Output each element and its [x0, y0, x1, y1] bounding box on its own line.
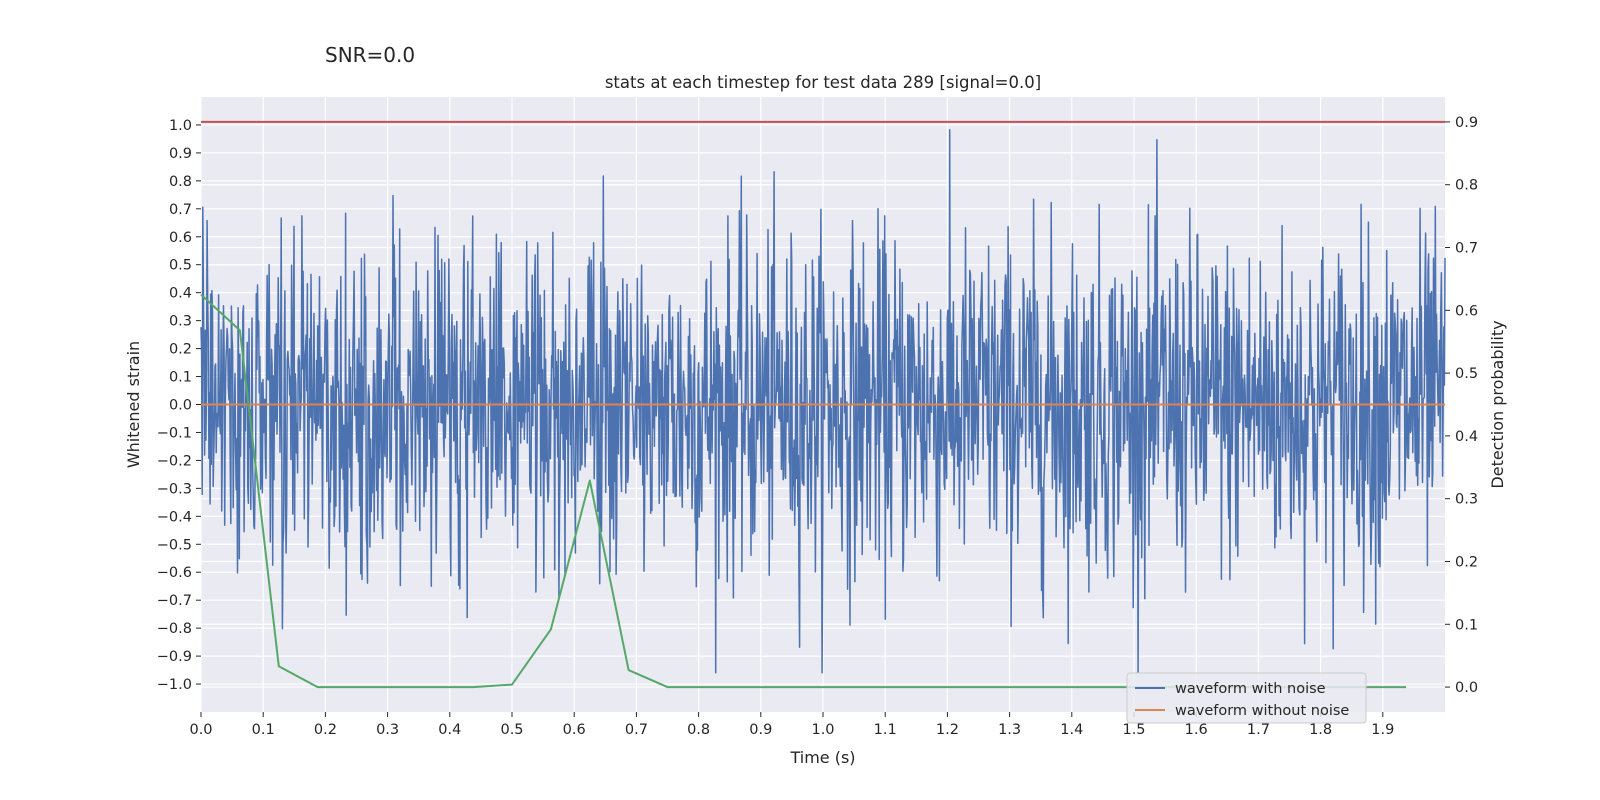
y-tick-label: −0.8 — [157, 621, 192, 637]
legend-label: waveform without noise — [1175, 703, 1349, 719]
y2-tick-label: 0.3 — [1455, 492, 1478, 508]
y2-tick-label: 0.4 — [1455, 429, 1478, 445]
x-tick-label: 1.0 — [811, 722, 834, 738]
x-tick-label: 0.7 — [625, 722, 648, 738]
x-tick-label: 0.9 — [749, 722, 772, 738]
y-tick-label: 0.4 — [169, 286, 192, 302]
x-tick-label: 0.2 — [314, 722, 337, 738]
y-tick-label: 1.0 — [169, 118, 192, 134]
y2-tick-label: 0.7 — [1455, 241, 1478, 257]
y2-tick-label: 0.9 — [1455, 115, 1478, 131]
y-tick-label: −0.5 — [157, 537, 192, 553]
y-tick-label: 0.1 — [169, 370, 192, 386]
y-tick-label: −1.0 — [157, 677, 192, 693]
y-tick-label: −0.6 — [157, 565, 192, 581]
y-tick-label: −0.3 — [157, 481, 192, 497]
y-tick-label: 0.9 — [169, 146, 192, 162]
y2-tick-label: 0.6 — [1455, 303, 1478, 319]
x-tick-label: 1.8 — [1309, 722, 1332, 738]
x-tick-label: 0.4 — [438, 722, 461, 738]
x-tick-label: 1.2 — [936, 722, 959, 738]
x-axis-label: Time (s) — [789, 748, 855, 767]
series-waveform-with-noise — [200, 129, 1446, 674]
y2-tick-label: 0.0 — [1455, 680, 1478, 696]
y-tick-label: −0.7 — [157, 593, 192, 609]
y-tick-label: −0.4 — [157, 509, 192, 525]
y2-tick-label: 0.2 — [1455, 554, 1478, 570]
y-axis-label: Whitened strain — [124, 341, 143, 468]
y2-tick-label: 0.8 — [1455, 178, 1478, 194]
y2-tick-label: 0.1 — [1455, 617, 1478, 633]
y2-tick-label: 0.5 — [1455, 366, 1478, 382]
x-tick-label: 1.9 — [1371, 722, 1394, 738]
x-tick-label: 1.4 — [1060, 722, 1083, 738]
y-tick-label: −0.9 — [157, 649, 192, 665]
x-tick-label: 0.1 — [252, 722, 275, 738]
x-tick-label: 0.3 — [376, 722, 399, 738]
x-tick-label: 0.6 — [563, 722, 586, 738]
y-tick-label: −0.2 — [157, 453, 192, 469]
legend-label: waveform with noise — [1175, 681, 1326, 697]
y-tick-label: 0.5 — [169, 258, 192, 274]
y2-axis-label: Detection probability — [1488, 320, 1507, 488]
y-tick-label: 0.2 — [169, 342, 192, 358]
x-tick-label: 0.5 — [500, 722, 523, 738]
chart-title: stats at each timestep for test data 289… — [605, 73, 1041, 92]
x-tick-label: 1.6 — [1185, 722, 1208, 738]
x-tick-label: 1.3 — [998, 722, 1021, 738]
y-tick-label: 0.7 — [169, 202, 192, 218]
y-tick-label: 0.3 — [169, 314, 192, 330]
x-tick-label: 0.0 — [189, 722, 212, 738]
y-tick-label: −0.1 — [157, 425, 192, 441]
x-tick-label: 1.5 — [1122, 722, 1145, 738]
y-tick-label: 0.0 — [169, 398, 192, 414]
x-tick-label: 0.8 — [687, 722, 710, 738]
x-tick-label: 1.7 — [1247, 722, 1270, 738]
y-tick-label: 0.6 — [169, 230, 192, 246]
legend-box — [1126, 672, 1367, 724]
suptitle: SNR=0.0 — [325, 43, 415, 67]
x-tick-label: 1.1 — [874, 722, 897, 738]
y-tick-label: 0.8 — [169, 174, 192, 190]
